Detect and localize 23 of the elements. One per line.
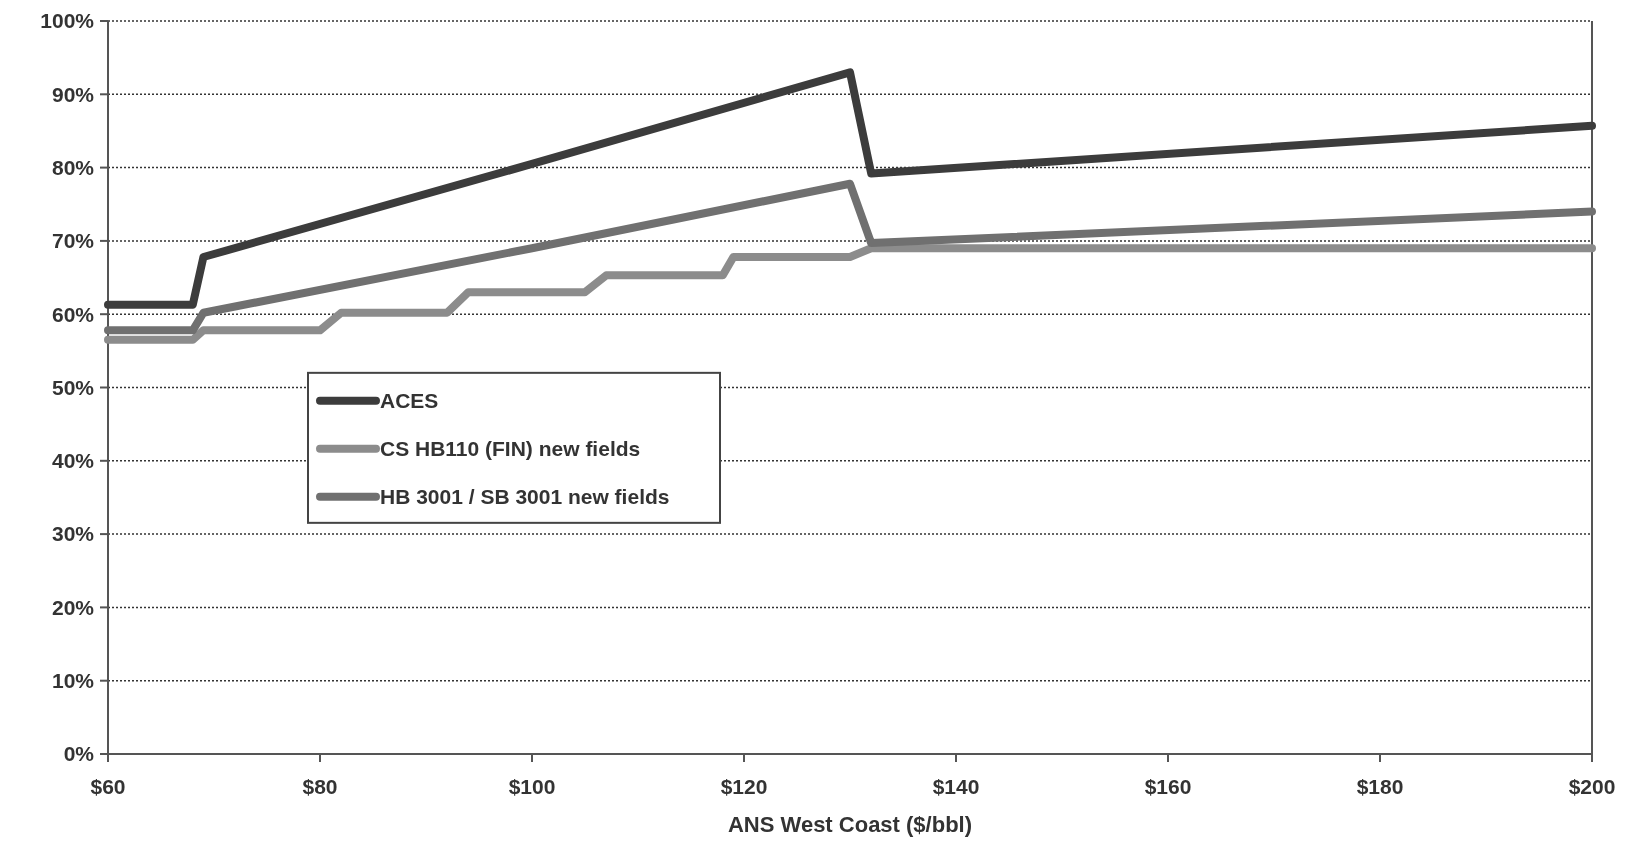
x-tick-label: $120 — [720, 775, 768, 798]
y-tick-label: 50% — [51, 375, 95, 399]
x-tick-label: $80 — [302, 775, 338, 798]
y-tick-label: 20% — [51, 595, 95, 619]
x-tick-label: $160 — [1144, 775, 1192, 798]
x-tick-label: $140 — [932, 775, 980, 798]
legend-label: HB 3001 / SB 3001 new fields — [380, 485, 670, 509]
y-tick-label: 70% — [51, 229, 95, 253]
y-tick-label: 0% — [63, 742, 95, 766]
y-tick-label: 40% — [51, 449, 95, 473]
y-tick-label: 100% — [40, 9, 95, 33]
x-tick-label: $60 — [90, 775, 126, 798]
y-tick-label: 30% — [51, 522, 95, 546]
x-tick-label: $100 — [508, 775, 556, 798]
y-tick-label: 90% — [51, 82, 95, 106]
x-tick-label: $180 — [1356, 775, 1404, 798]
x-tick-label: $200 — [1568, 775, 1616, 798]
legend-label: CS HB110 (FIN) new fields — [380, 437, 641, 461]
y-tick-label: 80% — [51, 155, 95, 179]
legend-label: ACES — [380, 389, 439, 413]
y-tick-label: 10% — [51, 669, 95, 693]
x-axis-title: ANS West Coast ($/bbl) — [727, 812, 973, 837]
y-tick-label: 60% — [51, 302, 95, 326]
